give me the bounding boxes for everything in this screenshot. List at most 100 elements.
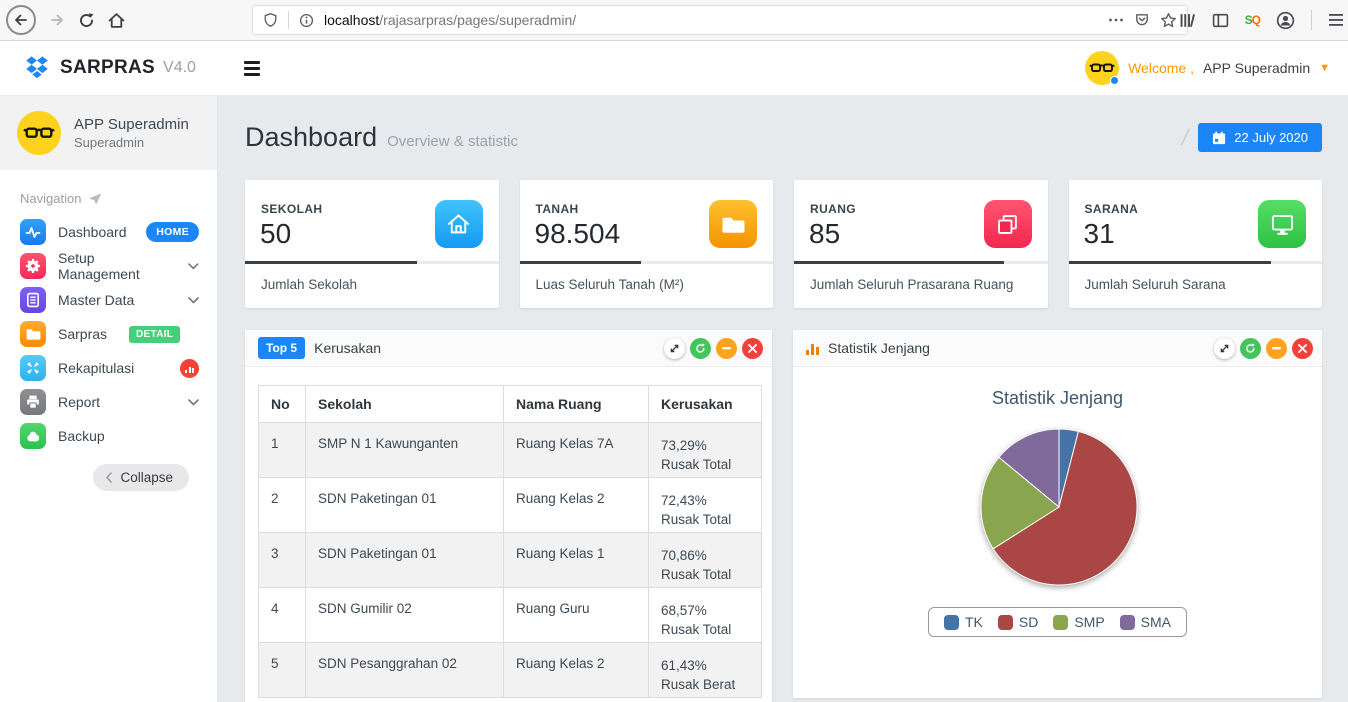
- sidebar-item-label: Setup Management: [58, 250, 140, 282]
- sidebar-item-label: Report: [58, 394, 101, 410]
- pocket-icon[interactable]: [1134, 12, 1150, 28]
- legend-swatch: [943, 614, 959, 630]
- printer-icon: [20, 389, 46, 415]
- sidebar-item-label: Sarpras: [58, 326, 108, 342]
- cell-ruang: Ruang Kelas 2: [503, 477, 649, 533]
- cloud-icon: [20, 423, 46, 449]
- sidebar-item-setup-management[interactable]: Setup Management: [0, 249, 217, 283]
- sidebar-item-report[interactable]: Report: [0, 385, 217, 419]
- browser-reload-button[interactable]: [78, 12, 95, 29]
- refresh-icon: [696, 343, 705, 353]
- stat-card-sarana: SARANA 31 Jumlah Seluruh Sarana: [1068, 180, 1322, 308]
- url-path: /rajasarpras/pages/superadmin/: [379, 12, 577, 28]
- legend-item-smp[interactable]: SMP: [1053, 614, 1105, 630]
- sidebar-item-label: Master Data: [58, 292, 135, 308]
- forward-arrow-icon: [51, 14, 63, 26]
- sidebar-collapse-toggle[interactable]: [244, 60, 260, 76]
- url-text[interactable]: localhost/rajasarpras/pages/superadmin/: [324, 12, 1098, 28]
- folder-icon: [709, 200, 757, 248]
- user-avatar[interactable]: [1085, 51, 1120, 85]
- gear-icon: [20, 253, 46, 279]
- nav-section-label: Navigation: [20, 191, 217, 206]
- dashboard-pulse-icon: [20, 219, 46, 245]
- browser-back-button[interactable]: [6, 5, 36, 35]
- online-status-dot: [1110, 76, 1120, 85]
- stat-caption: Jumlah Seluruh Prasarana Ruang: [810, 277, 1014, 292]
- bookmark-star-icon[interactable]: [1160, 12, 1177, 29]
- collapse-button[interactable]: Collapse: [93, 464, 189, 491]
- stat-card-tanah: TANAH 98.504 Luas Seluruh Tanah (M²): [519, 180, 773, 308]
- legend-swatch: [1119, 614, 1135, 630]
- library-icon[interactable]: [1179, 12, 1196, 29]
- panel-close-button[interactable]: [1292, 337, 1313, 359]
- sidebar-item-master-data[interactable]: Master Data: [0, 283, 217, 317]
- main-content: Dashboard Overview & statistic / 22 July…: [218, 96, 1348, 702]
- sidebar-item-dashboard[interactable]: Dashboard HOME: [0, 215, 217, 249]
- chevron-down-icon: [188, 296, 199, 303]
- page-actions-icon[interactable]: [1108, 17, 1124, 23]
- panel-expand-button[interactable]: [664, 337, 685, 359]
- browser-home-button[interactable]: [108, 12, 125, 29]
- expand-icon: [1220, 344, 1229, 352]
- stat-progress-track: [519, 261, 773, 264]
- cell-ruang: Ruang Kelas 7A: [503, 422, 649, 478]
- rekapitulasi-chart-badge: [180, 358, 199, 378]
- panel-minimize-button[interactable]: [1266, 337, 1287, 359]
- url-bar[interactable]: localhost/rajasarpras/pages/superadmin/: [252, 5, 1188, 35]
- home-icon: [434, 200, 483, 248]
- collapse-label: Collapse: [120, 470, 173, 485]
- cell-no: 4: [258, 587, 306, 643]
- bar-chart-icon: [806, 342, 819, 355]
- menu-icon[interactable]: [1328, 13, 1344, 27]
- site-info-icon[interactable]: [299, 13, 314, 28]
- table-row: 3 SDN Paketingan 01 Ruang Kelas 1 70,86%…: [258, 532, 762, 588]
- pie-slice-sd[interactable]: [992, 430, 1138, 586]
- sidebar-user-role: Superadmin: [74, 135, 145, 150]
- panel-refresh-button[interactable]: [690, 337, 711, 359]
- stat-progress-fill: [1068, 261, 1272, 264]
- stat-cards-row: SEKOLAH 50 Jumlah Sekolah TANAH 98.504 L…: [245, 180, 1322, 308]
- stat-card-sekolah: SEKOLAH 50 Jumlah Sekolah: [245, 180, 499, 308]
- glasses-icon: [1089, 63, 1115, 73]
- home-icon: [108, 12, 125, 28]
- url-host: localhost: [324, 12, 380, 28]
- legend-item-tk[interactable]: TK: [943, 614, 983, 630]
- legend-label: SMA: [1140, 614, 1172, 630]
- cell-ruang: Ruang Guru: [503, 587, 649, 643]
- table-row: 4 SDN Gumilir 02 Ruang Guru 68,57% Rusak …: [258, 587, 762, 643]
- legend-item-sma[interactable]: SMA: [1119, 614, 1172, 630]
- page-title: Dashboard: [245, 122, 378, 152]
- panel-refresh-button[interactable]: [1240, 337, 1261, 359]
- date-button[interactable]: 22 July 2020: [1198, 123, 1322, 152]
- stat-progress-track: [794, 261, 1048, 264]
- cell-no: 1: [258, 422, 306, 478]
- expand-icon: [670, 344, 679, 352]
- panel-minimize-button[interactable]: [716, 337, 737, 359]
- sidebar: APP Superadmin Superadmin Navigation Das…: [0, 96, 218, 702]
- user-menu[interactable]: Welcome , APP Superadmin ▼: [1085, 51, 1330, 85]
- table-header-row: No Sekolah Nama Ruang Kerusakan: [258, 385, 762, 423]
- legend-label: SMP: [1074, 614, 1105, 630]
- brand[interactable]: SARPRAS V4.0: [0, 54, 218, 82]
- cell-sekolah: SMP N 1 Kawunganten: [305, 422, 504, 478]
- legend-swatch: [997, 614, 1013, 630]
- sidebar-item-label: Rekapitulasi: [58, 360, 135, 376]
- shield-icon[interactable]: [263, 12, 278, 28]
- stat-value: 31: [1083, 218, 1115, 249]
- legend-item-sd[interactable]: SD: [997, 614, 1038, 630]
- browser-forward-button[interactable]: [49, 12, 65, 28]
- pie-slice-smp[interactable]: [980, 456, 1060, 550]
- sidebar-item-sarpras[interactable]: Sarpras DETAIL: [0, 317, 217, 351]
- sq-extension-icon[interactable]: SQ: [1244, 13, 1261, 27]
- brand-logo-icon: [26, 56, 48, 79]
- sidebar-item-rekapitulasi[interactable]: Rekapitulasi: [0, 351, 217, 385]
- statistik-panel-title: Statistik Jenjang: [828, 340, 930, 356]
- sidebar-avatar: [17, 111, 61, 155]
- pie-slice-sma[interactable]: [998, 428, 1060, 509]
- panel-expand-button[interactable]: [1214, 337, 1235, 359]
- sidebar-toggle-icon[interactable]: [1212, 12, 1229, 29]
- account-icon[interactable]: [1276, 11, 1295, 30]
- panel-close-button[interactable]: [742, 337, 763, 359]
- statistik-panel-header: Statistik Jenjang: [793, 330, 1322, 367]
- sidebar-item-backup[interactable]: Backup: [0, 419, 217, 453]
